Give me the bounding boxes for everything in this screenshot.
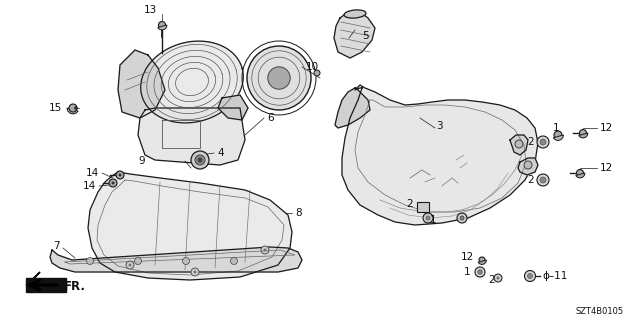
Circle shape [111, 182, 115, 184]
Circle shape [247, 46, 311, 110]
Text: 12: 12 [461, 252, 474, 262]
Circle shape [116, 171, 124, 179]
Polygon shape [26, 272, 40, 285]
Circle shape [264, 249, 266, 251]
Circle shape [195, 155, 205, 165]
Text: ϕ–11: ϕ–11 [542, 271, 568, 281]
Text: 15: 15 [49, 103, 62, 113]
Polygon shape [26, 278, 66, 292]
Text: 1: 1 [429, 215, 436, 225]
Polygon shape [138, 108, 245, 165]
Text: 12: 12 [600, 123, 613, 133]
Circle shape [129, 263, 131, 266]
Text: 3: 3 [436, 121, 443, 131]
Circle shape [554, 131, 562, 139]
Circle shape [134, 257, 141, 264]
Circle shape [577, 169, 584, 176]
Text: 2: 2 [527, 137, 534, 147]
Circle shape [198, 158, 202, 162]
Polygon shape [478, 260, 486, 264]
Text: 5: 5 [362, 31, 369, 41]
Circle shape [74, 107, 77, 109]
Circle shape [537, 136, 549, 148]
Circle shape [159, 21, 166, 28]
Polygon shape [141, 41, 243, 123]
Text: 4: 4 [217, 148, 223, 158]
Circle shape [478, 270, 482, 274]
Polygon shape [342, 85, 538, 225]
Circle shape [479, 257, 485, 263]
Circle shape [126, 261, 134, 269]
Circle shape [268, 67, 290, 89]
Circle shape [182, 257, 189, 264]
Circle shape [230, 257, 237, 264]
Circle shape [537, 174, 549, 186]
Polygon shape [157, 25, 167, 30]
Circle shape [460, 216, 464, 220]
Circle shape [118, 174, 122, 176]
Text: 13: 13 [144, 5, 157, 15]
Polygon shape [575, 173, 585, 178]
Text: 2: 2 [406, 199, 413, 209]
Polygon shape [417, 202, 429, 212]
Text: 7: 7 [53, 241, 60, 251]
Text: 1: 1 [553, 123, 559, 133]
Polygon shape [579, 133, 588, 138]
Circle shape [261, 246, 269, 254]
Text: 1: 1 [463, 267, 470, 277]
Circle shape [86, 257, 93, 264]
Text: 2: 2 [527, 175, 534, 185]
Circle shape [525, 271, 536, 281]
Circle shape [524, 161, 532, 169]
Circle shape [193, 271, 196, 273]
Circle shape [475, 267, 485, 277]
Polygon shape [218, 95, 248, 120]
Text: 10: 10 [306, 62, 319, 72]
Circle shape [423, 213, 433, 223]
Circle shape [540, 139, 546, 145]
Polygon shape [510, 135, 528, 155]
Text: 14: 14 [83, 181, 96, 191]
Text: 6: 6 [267, 113, 274, 123]
Polygon shape [88, 172, 292, 280]
Circle shape [69, 104, 77, 112]
Polygon shape [553, 135, 563, 140]
Circle shape [527, 273, 532, 278]
Circle shape [494, 274, 502, 282]
Polygon shape [335, 88, 370, 128]
Polygon shape [518, 158, 538, 175]
Circle shape [314, 70, 320, 76]
Text: 2: 2 [488, 275, 495, 285]
Circle shape [109, 179, 117, 187]
Circle shape [457, 213, 467, 223]
Circle shape [515, 140, 523, 148]
Circle shape [497, 277, 499, 279]
Polygon shape [118, 50, 165, 118]
Polygon shape [50, 247, 302, 272]
Text: 8: 8 [295, 208, 301, 218]
Text: SZT4B0105: SZT4B0105 [576, 307, 624, 315]
Text: 14: 14 [86, 168, 99, 178]
Polygon shape [67, 108, 78, 114]
Circle shape [191, 268, 199, 276]
Circle shape [579, 130, 586, 137]
Text: FR.: FR. [64, 279, 86, 293]
Circle shape [191, 151, 209, 169]
Text: 12: 12 [600, 163, 613, 173]
Circle shape [426, 216, 430, 220]
Text: 9: 9 [138, 156, 145, 166]
Circle shape [540, 177, 546, 183]
Polygon shape [334, 12, 375, 58]
Ellipse shape [344, 10, 366, 18]
